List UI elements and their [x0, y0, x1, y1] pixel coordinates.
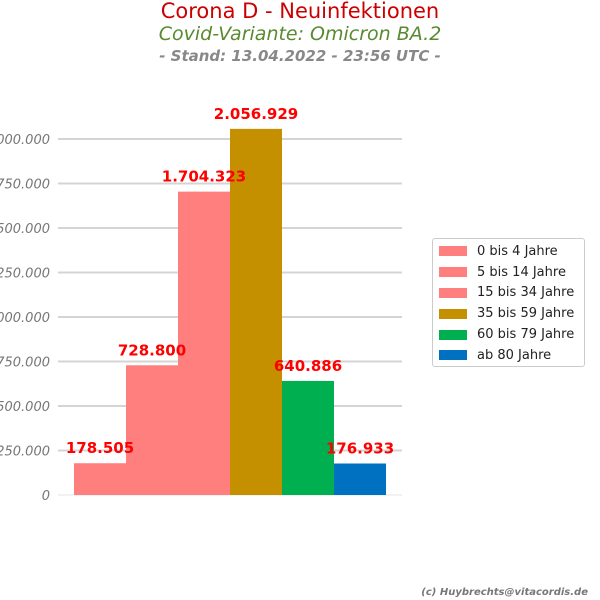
y-tick-label: 2.000.000 — [0, 133, 50, 148]
legend-label: 60 bis 79 Jahre — [477, 327, 575, 343]
legend-item: 5 bis 14 Jahre — [439, 262, 584, 283]
y-tick-label: 1.500.000 — [0, 222, 50, 237]
credit-text: (c) Huybrechts@vitacordis.de — [421, 587, 588, 598]
chart-legend: 0 bis 4 Jahre 5 bis 14 Jahre 15 bis 34 Jah… — [432, 238, 585, 367]
bar — [282, 380, 334, 495]
legend-item: 0 bis 4 Jahre — [439, 241, 584, 262]
bar — [230, 128, 282, 495]
bar — [126, 365, 178, 495]
legend-item: 60 bis 79 Jahre — [439, 324, 584, 345]
y-tick-label: 250.000 — [0, 445, 50, 460]
legend-label: 5 bis 14 Jahre — [477, 264, 566, 280]
y-tick-label: 1.750.000 — [0, 178, 50, 193]
chart-subtitle: Covid-Variante: Omicron BA.2 — [158, 23, 442, 45]
legend-item: 35 bis 59 Jahre — [439, 303, 584, 324]
legend-label: 0 bis 4 Jahre — [477, 243, 558, 259]
legend-item: 15 bis 34 Jahre — [439, 283, 584, 304]
legend-label: ab 80 Jahre — [477, 347, 552, 363]
legend-swatch — [439, 267, 467, 278]
legend-label: 35 bis 59 Jahre — [477, 306, 575, 322]
y-tick-label: 500.000 — [0, 400, 50, 415]
chart-title: Corona D - Neuinfektionen — [160, 0, 440, 23]
legend-swatch — [439, 246, 467, 257]
legend-item: ab 80 Jahre — [439, 345, 584, 366]
bar-value-label: 640.886 — [274, 357, 342, 375]
y-tick-label: 750.000 — [0, 356, 50, 371]
bar — [74, 463, 126, 495]
y-tick-label: 0 — [42, 489, 50, 504]
legend-swatch — [439, 350, 467, 361]
y-tick-label: 1.250.000 — [0, 267, 50, 282]
bar-value-label: 728.800 — [118, 341, 186, 359]
bar-value-label: 1.704.323 — [162, 168, 246, 186]
legend-swatch — [439, 308, 467, 319]
bar-value-label: 176.933 — [326, 440, 394, 458]
legend-label: 15 bis 34 Jahre — [477, 285, 575, 301]
legend-swatch — [439, 287, 467, 298]
y-tick-label: 1.000.000 — [0, 311, 50, 326]
chart-date-stamp: - Stand: 13.04.2022 - 23:56 UTC - — [159, 47, 441, 65]
bar-value-label: 2.056.929 — [214, 105, 298, 123]
bar — [178, 191, 230, 496]
bar-value-label: 178.505 — [66, 439, 134, 457]
legend-swatch — [439, 329, 467, 340]
bar — [334, 463, 386, 495]
